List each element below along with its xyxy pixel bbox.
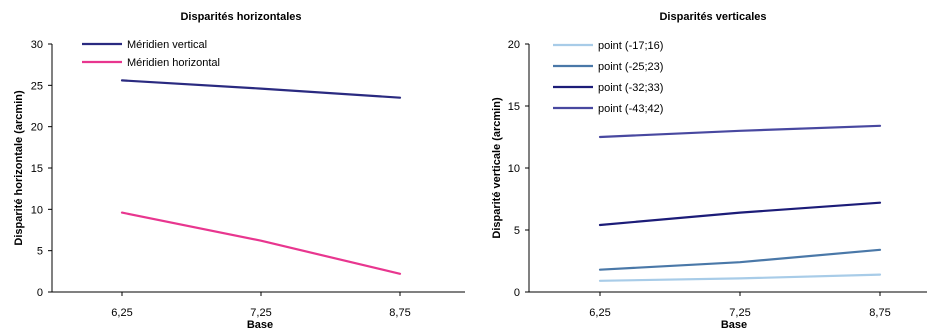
y-tick-label: 0 — [37, 287, 43, 299]
chart-title: Disparités horizontales — [180, 11, 301, 23]
y-tick-label: 20 — [508, 39, 520, 51]
chart-title: Disparités verticales — [659, 11, 766, 23]
y-tick-label: 0 — [514, 287, 520, 299]
legend-label: Méridien horizontal — [127, 57, 220, 69]
y-tick-label: 20 — [31, 122, 43, 134]
y-tick-label: 30 — [31, 39, 43, 51]
x-tick-label: 7,25 — [250, 307, 271, 319]
chart-2: Disparités verticales 0 5 10 15 20 6,25 7,25 8,7… — [491, 11, 927, 331]
y-tick-label: 25 — [31, 80, 43, 92]
legend: Méridien vertical Méridien horizontal — [82, 39, 220, 69]
legend-label: point (-25;23) — [598, 61, 663, 73]
y-tick-label: 5 — [514, 225, 520, 237]
legend-label: point (-43;42) — [598, 103, 663, 115]
y-tick-label: 15 — [31, 163, 43, 175]
y-axis-label: Disparité horizontale (arcmin) — [13, 90, 25, 246]
series-line-1 — [598, 273, 882, 282]
legend: point (-17;16) point (-25;23) point (-32;3… — [553, 40, 663, 115]
x-tick-label: 8,75 — [389, 307, 410, 319]
series-line-4 — [598, 124, 882, 139]
x-axis-label: Base — [721, 319, 747, 331]
legend-label: point (-17;16) — [598, 40, 663, 52]
legend-label: point (-32;33) — [598, 82, 663, 94]
x-tick-label: 6,25 — [589, 307, 610, 319]
legend-label: Méridien vertical — [127, 39, 207, 51]
y-tick-label: 10 — [508, 163, 520, 175]
series-line-2 — [598, 248, 882, 271]
chart-1: Disparités horizontales 0 5 10 15 20 25 30 6,25 7… — [13, 11, 465, 331]
y-tick-label: 15 — [508, 101, 520, 113]
series-line-2 — [120, 211, 402, 275]
x-tick-label: 8,75 — [869, 307, 890, 319]
y-tick-label: 5 — [37, 246, 43, 258]
x-axis-label: Base — [247, 319, 273, 331]
x-tick-label: 7,25 — [729, 307, 750, 319]
series-line-3 — [598, 201, 882, 227]
y-tick-label: 10 — [31, 204, 43, 216]
x-tick-label: 6,25 — [111, 307, 132, 319]
y-axis-label: Disparité verticale (arcmin) — [491, 97, 503, 239]
series-line-1 — [120, 79, 402, 99]
